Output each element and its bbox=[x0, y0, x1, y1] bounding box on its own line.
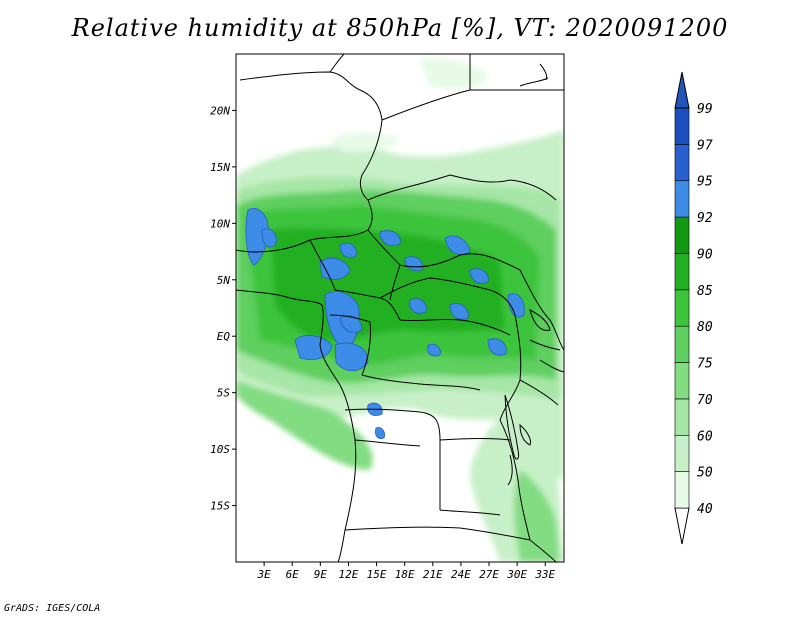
lat-tick-label: 20N bbox=[210, 104, 230, 117]
colorbar-lower-triangle bbox=[674, 507, 690, 545]
lon-tick-label: 21E bbox=[423, 568, 443, 581]
map-title: Relative humidity at 850hPa [%], VT: 202… bbox=[71, 14, 729, 42]
lat-tick-label: 10S bbox=[210, 443, 230, 456]
colorbar-label: 85 bbox=[697, 284, 713, 299]
colorbar-label: 80 bbox=[697, 320, 713, 335]
lon-tick-label: 27E bbox=[479, 568, 499, 581]
colorbar-box bbox=[674, 144, 690, 182]
country-boundaries bbox=[236, 54, 564, 562]
colorbar-label: 95 bbox=[697, 175, 713, 190]
lon-tick-label: 9E bbox=[314, 568, 328, 581]
longitude-axis: 3E 6E 9E 12E 15E 18E 21E 24E 27E 30E 33E bbox=[256, 562, 556, 581]
colorbar-box bbox=[674, 107, 690, 145]
colorbar-box bbox=[674, 289, 690, 327]
colorbar-box bbox=[674, 325, 690, 363]
lon-tick-label: 33E bbox=[534, 568, 555, 581]
lon-tick-label: 6E bbox=[286, 568, 300, 581]
lat-tick-label: EQ bbox=[217, 330, 231, 343]
colorbar-label: 50 bbox=[697, 466, 713, 481]
colorbar-label: 70 bbox=[697, 393, 713, 408]
lon-tick-label: 3E bbox=[256, 568, 271, 581]
colorbar-box bbox=[674, 398, 690, 436]
lat-tick-label: 15N bbox=[210, 161, 230, 174]
colorbar-upper-triangle bbox=[674, 71, 690, 109]
colorbar-label: 99 bbox=[697, 102, 713, 117]
colorbar-label: 90 bbox=[697, 247, 713, 262]
lon-tick-label: 15E bbox=[367, 568, 387, 581]
lat-tick-label: 5N bbox=[217, 274, 231, 287]
lon-tick-label: 30E bbox=[506, 568, 527, 581]
colorbar-label: 97 bbox=[697, 138, 713, 153]
humidity-field bbox=[236, 58, 564, 562]
colorbar-box bbox=[674, 471, 690, 509]
lat-tick-label: 5S bbox=[217, 387, 231, 400]
colorbar-box bbox=[674, 216, 690, 254]
lon-tick-label: 24E bbox=[451, 568, 471, 581]
colorbar: 40 50 60 70 75 80 85 90 92 95 97 99 bbox=[674, 71, 713, 545]
colorbar-label: 75 bbox=[697, 357, 713, 372]
map-frame bbox=[235, 53, 565, 563]
colorbar-box bbox=[674, 362, 690, 400]
colorbar-box bbox=[674, 434, 690, 472]
colorbar-label: 40 bbox=[697, 502, 713, 517]
colorbar-box bbox=[674, 180, 690, 218]
lat-tick-label: 10N bbox=[210, 217, 230, 230]
colorbar-label: 60 bbox=[697, 429, 713, 444]
colorbar-box bbox=[674, 253, 690, 291]
latitude-axis: 20N 15N 10N 5N EQ 5S 10S 15S bbox=[210, 104, 236, 513]
grads-credit: GrADS: IGES/COLA bbox=[4, 603, 101, 614]
lon-tick-label: 12E bbox=[339, 568, 359, 581]
lon-tick-label: 18E bbox=[395, 568, 415, 581]
colorbar-label: 92 bbox=[697, 211, 713, 226]
lat-tick-label: 15S bbox=[210, 500, 230, 513]
